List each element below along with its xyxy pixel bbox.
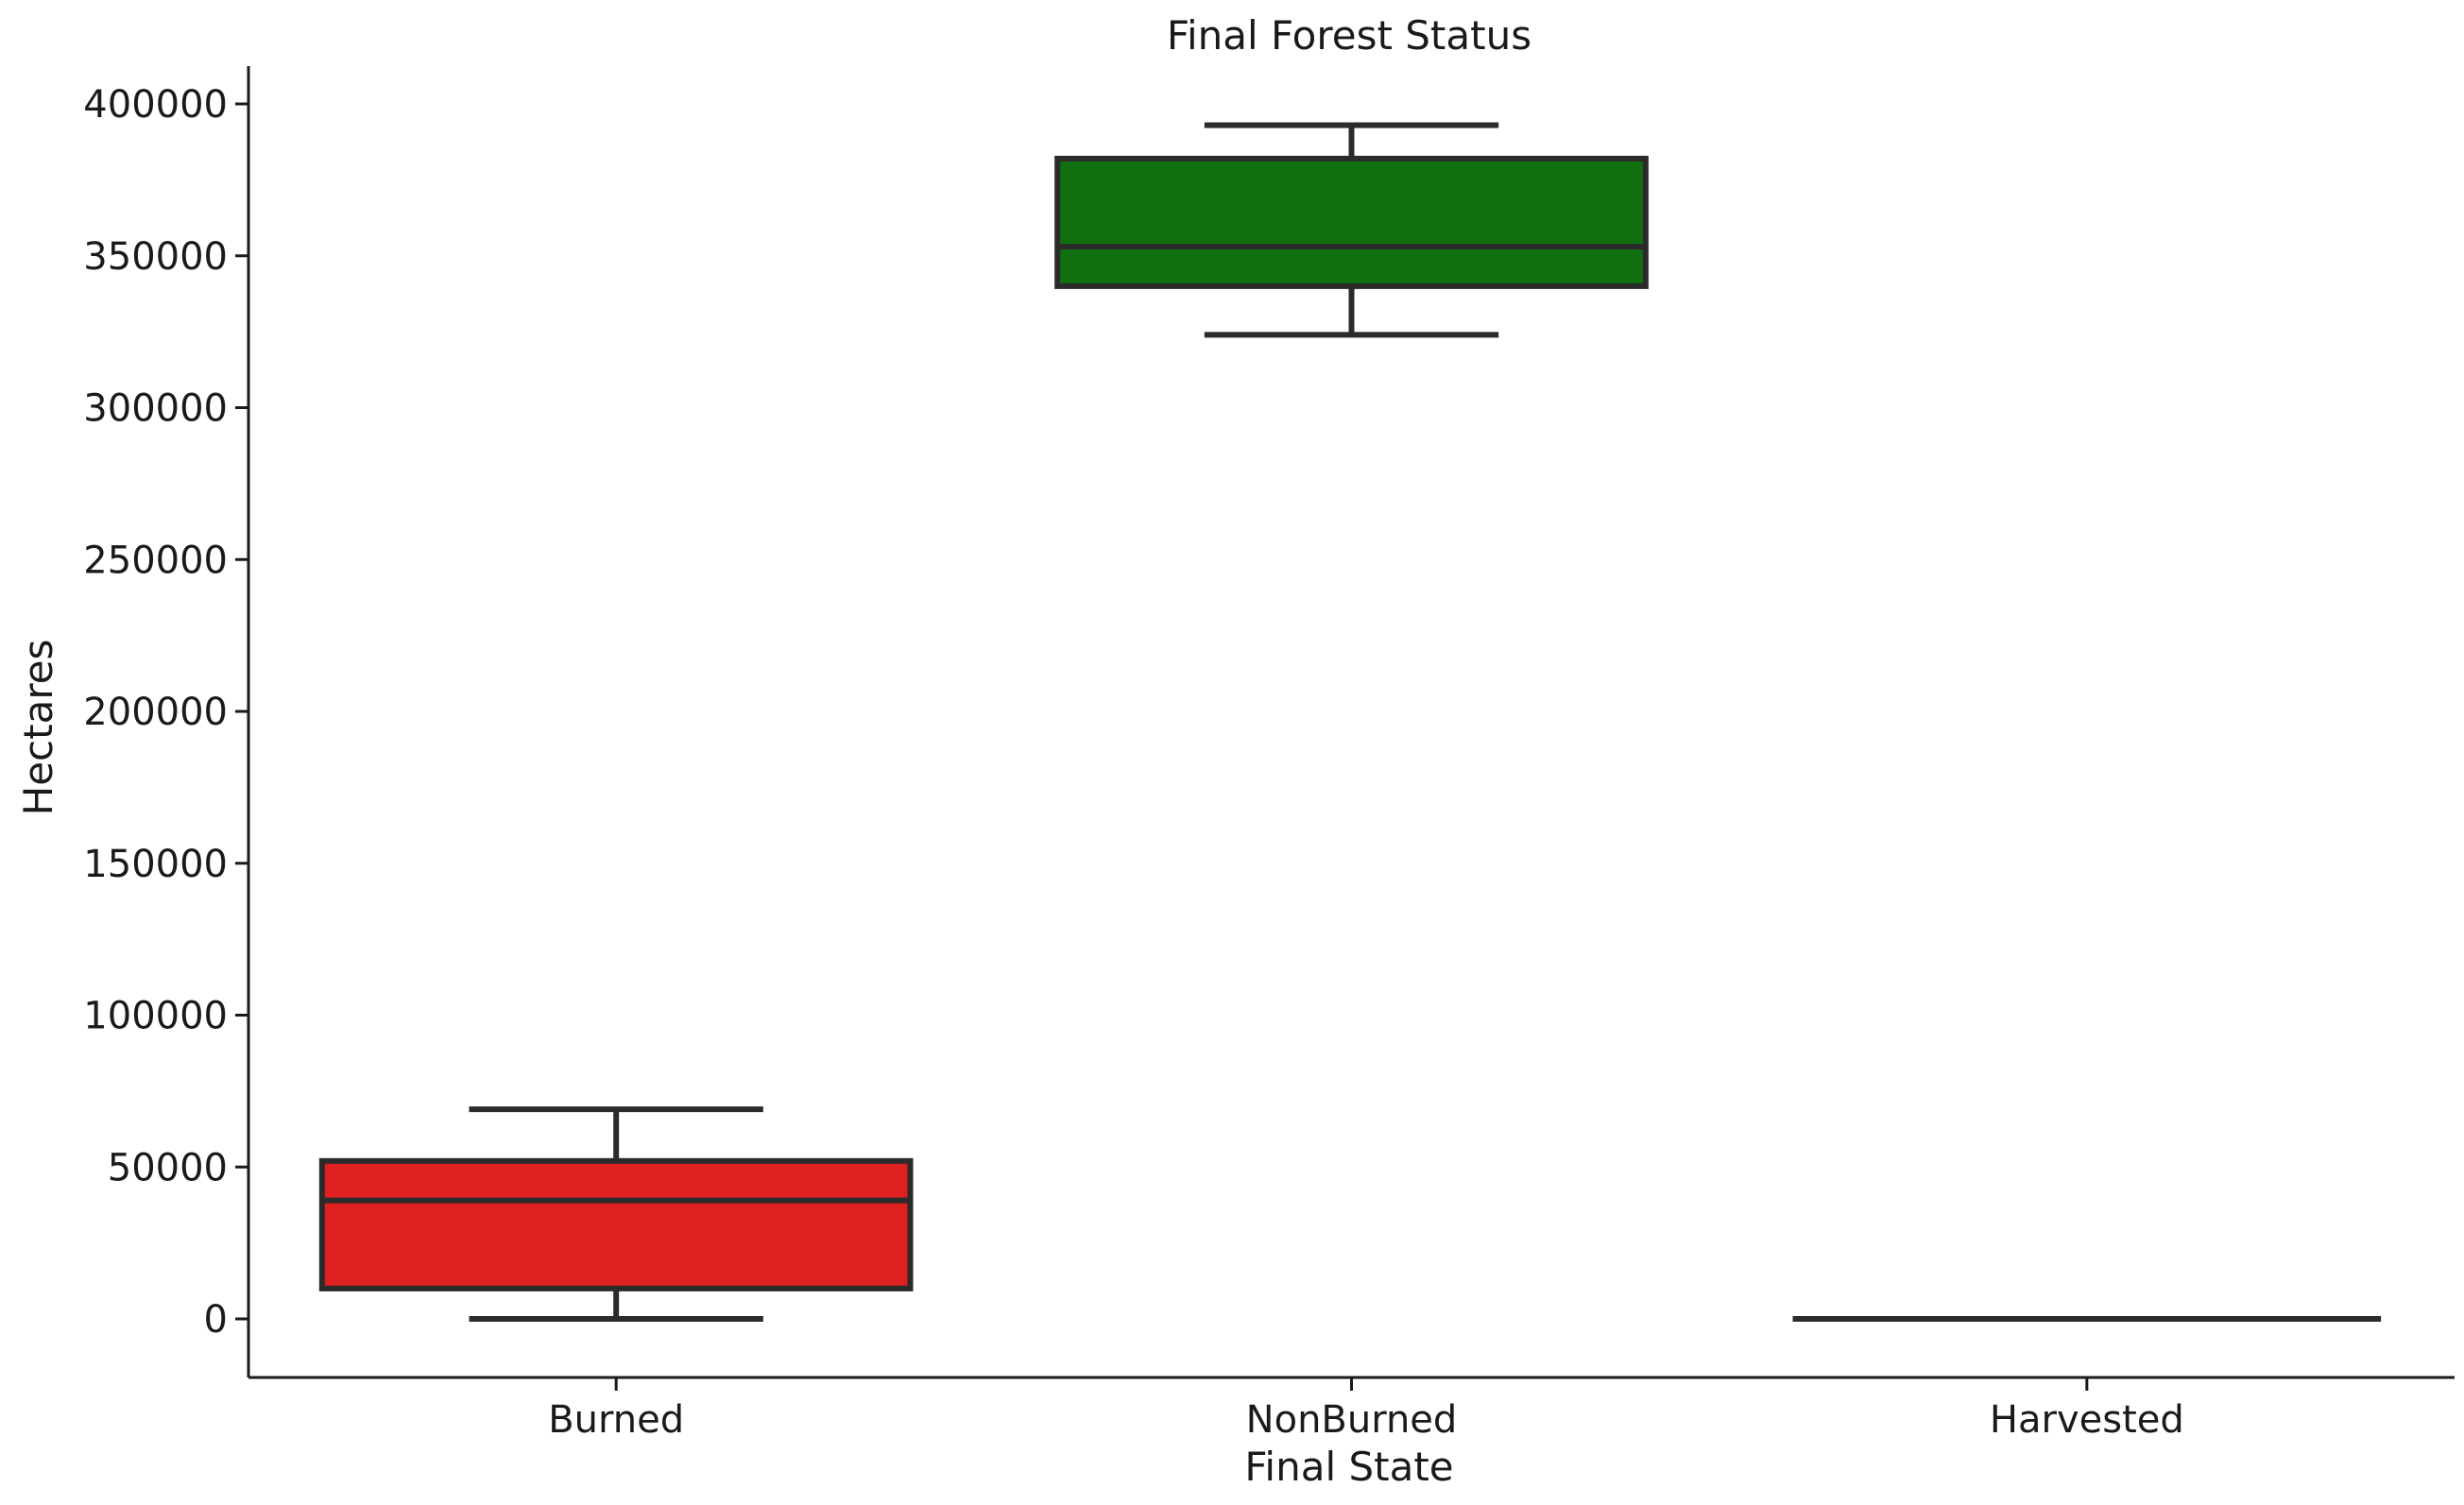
- x-tick-label: Harvested: [1990, 1398, 2184, 1442]
- x-axis-label: Final State: [1244, 1444, 1453, 1490]
- y-tick-label: 300000: [83, 387, 228, 431]
- y-tick-label: 200000: [83, 691, 228, 734]
- y-tick-label: 350000: [83, 235, 228, 279]
- x-tick-label: NonBurned: [1246, 1398, 1458, 1442]
- iqr-box: [1054, 155, 1649, 289]
- boxes-layer: [318, 122, 2382, 1322]
- y-tick-label: 150000: [83, 843, 228, 886]
- y-axis: 0 50000 100000 150000 200000 250000 300000 3500…: [83, 66, 250, 1377]
- y-tick-label: 0: [204, 1298, 228, 1342]
- box-burned: [318, 1106, 914, 1322]
- y-tick-label: 50000: [108, 1146, 228, 1189]
- x-axis: Burned NonBurned Harvested: [248, 1376, 2455, 1442]
- iqr-box: [318, 1157, 914, 1291]
- x-tick-label: Burned: [548, 1398, 684, 1442]
- chart-title: Final Forest Status: [1167, 12, 1531, 59]
- y-tick-label: 100000: [83, 995, 228, 1038]
- y-tick-label: 250000: [83, 539, 228, 582]
- y-axis-label: Hectares: [15, 640, 61, 816]
- box-nonburned: [1054, 122, 1649, 338]
- y-tick-label: 400000: [83, 83, 228, 127]
